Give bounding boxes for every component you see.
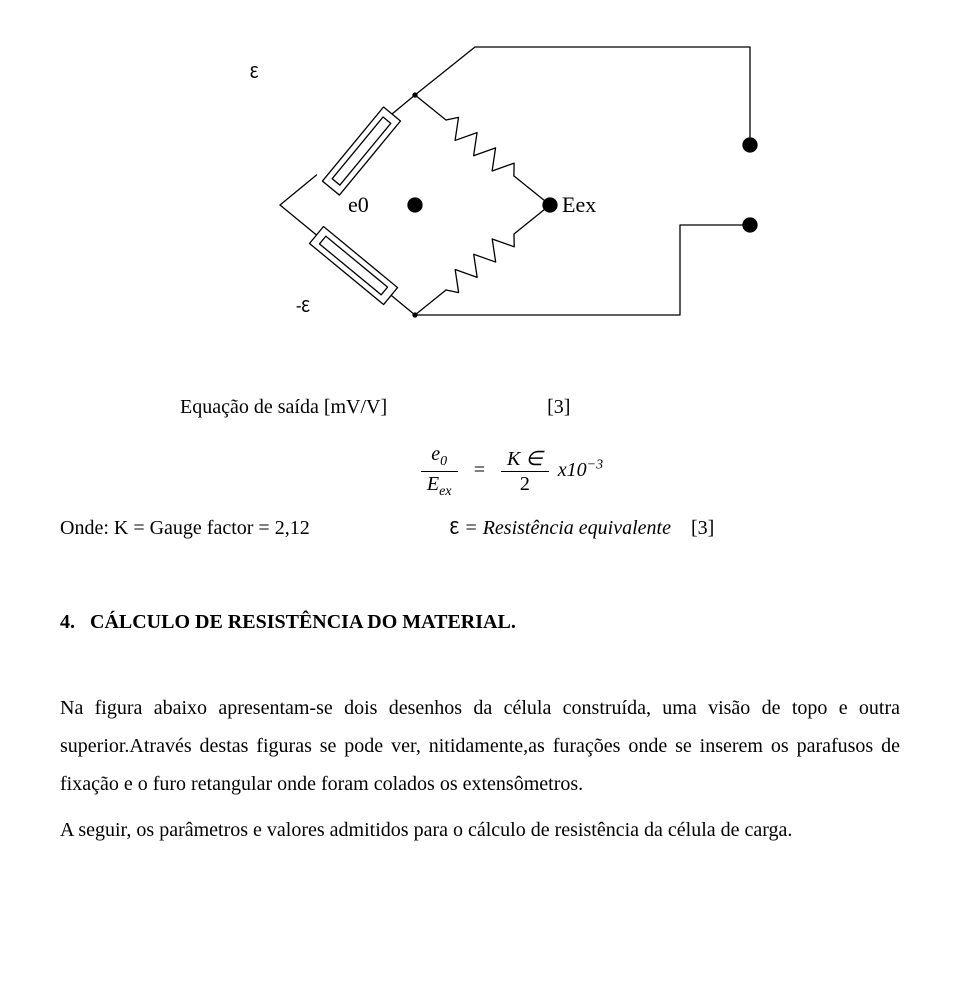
where-right: Ɛ = Resistência equivalente [3]	[450, 509, 715, 547]
bridge-svg: Ɛ -Ɛ e0 Eex	[240, 40, 800, 370]
where-left: Onde: K = Gauge factor = 2,12	[60, 509, 310, 547]
label-e0: e0	[348, 192, 369, 217]
section-heading: 4. CÁLCULO DE RESISTÊNCIA DO MATERIAL.	[60, 603, 900, 641]
paragraph-1: Na figura abaixo apresentam-se dois dese…	[60, 689, 900, 803]
label-eex: Eex	[562, 192, 596, 217]
equation-caption: Equação de saída [mV/V]	[180, 388, 387, 426]
label-eps-bottom: -Ɛ	[296, 295, 311, 317]
paragraph-2: A seguir, os parâmetros e valores admiti…	[60, 811, 900, 849]
equation-caption-ref: [3]	[547, 388, 570, 426]
where-line: Onde: K = Gauge factor = 2,12 Ɛ = Resist…	[60, 509, 900, 547]
label-eps-top: Ɛ	[250, 61, 259, 83]
output-equation: e0 Eex = K ∈ 2 x10−3	[120, 444, 900, 499]
bridge-diagram: Ɛ -Ɛ e0 Eex	[240, 40, 800, 370]
